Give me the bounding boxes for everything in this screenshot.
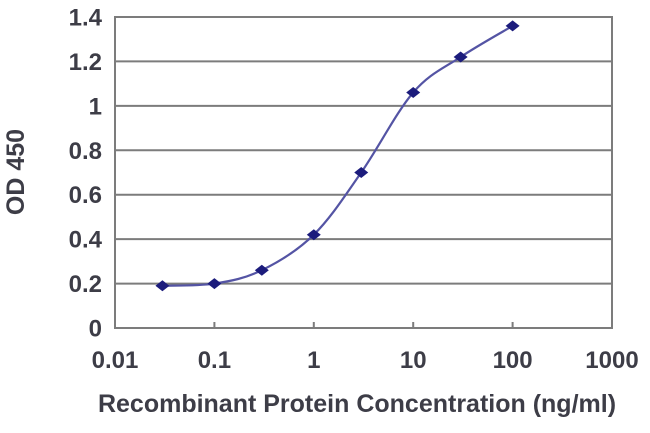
data-series-layer [155,20,520,292]
y-tick-label: 1.2 [69,49,102,76]
x-tick-label: 0.1 [198,347,231,374]
y-tick-label: 1 [89,93,102,120]
data-point-marker [207,278,222,290]
y-tick-label: 1.4 [69,5,103,32]
data-point-marker [155,280,170,292]
data-point-marker [254,264,269,276]
y-tick-label: 0 [89,316,102,343]
data-point-marker [306,229,321,241]
y-axis-title: OD 450 [2,129,30,215]
y-tick-label: 0.8 [69,138,102,165]
y-tick-label: 0.2 [69,271,102,298]
data-point-marker [505,20,520,32]
x-tick-label: 100 [493,347,533,374]
data-point-marker [453,51,468,63]
data-point-marker [354,167,369,178]
x-tick-label: 0.01 [92,347,139,374]
x-axis-title: Recombinant Protein Concentration (ng/ml… [98,390,616,418]
y-tick-label: 0.4 [69,227,103,254]
data-curve [161,24,514,287]
x-tick-label: 1 [307,347,320,374]
plot-frame [114,16,613,329]
gridlines-layer [115,60,612,285]
y-tick-label: 0.6 [69,182,102,209]
tick-labels-layer: 0 0.2 0.4 0.6 0.8 1 1.2 1.4 0.01 0.1 1 10 100 1000 [69,5,639,375]
data-point-marker [406,87,421,99]
x-tick-label: 1000 [585,347,638,374]
axes-frame-layer [114,16,613,329]
x-tick-label: 10 [400,347,427,374]
